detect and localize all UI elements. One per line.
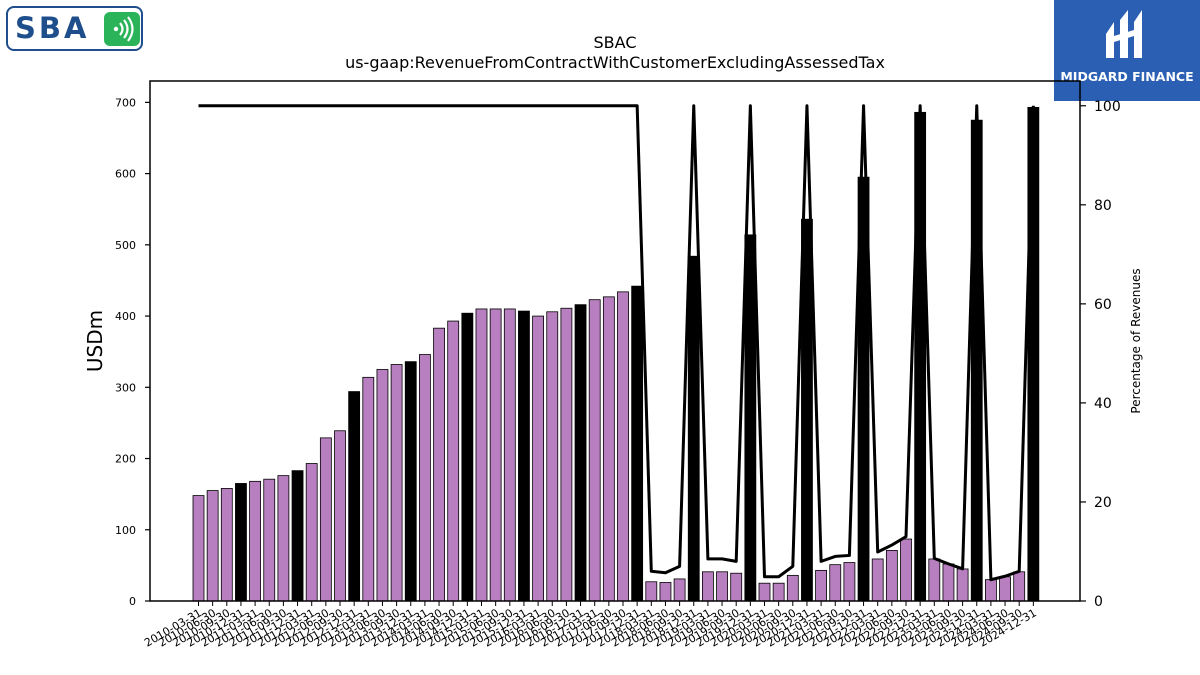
- y2-tick-label: 60: [1094, 297, 1112, 313]
- bar: [815, 569, 827, 602]
- y2-tick-label: 40: [1094, 396, 1112, 412]
- bar: [334, 430, 346, 602]
- bar: [447, 320, 460, 602]
- bar: [348, 391, 361, 602]
- y-tick-label: 400: [115, 310, 136, 323]
- y-tick-label: 500: [115, 239, 136, 252]
- bar: [249, 480, 262, 602]
- y-tick-label: 300: [115, 381, 136, 394]
- bar: [319, 437, 332, 602]
- bar: [546, 311, 559, 602]
- y-tick-label: 200: [115, 453, 136, 466]
- bar: [829, 564, 842, 602]
- bar: [730, 572, 743, 602]
- bar: [645, 581, 658, 602]
- bar: [617, 291, 629, 602]
- x-axis: 2010-03-312010-06-302010-09-302010-12-31…: [142, 601, 1039, 650]
- bar: [659, 582, 672, 602]
- bar: [220, 488, 233, 602]
- plot-frame: [149, 80, 1081, 602]
- bar: [772, 582, 785, 602]
- bar: [518, 310, 530, 602]
- bar: [390, 364, 403, 602]
- bar: [786, 574, 799, 602]
- bar: [673, 578, 686, 602]
- bar: [362, 376, 375, 602]
- bar: [716, 571, 728, 602]
- bar: [532, 315, 544, 602]
- bar: [758, 582, 771, 602]
- bar: [687, 255, 700, 602]
- bar: [744, 234, 757, 602]
- bar: [235, 483, 247, 602]
- bar: [263, 478, 276, 602]
- signal-icon: [104, 12, 140, 46]
- bar: [702, 571, 714, 602]
- percentage-line: [198, 104, 1035, 582]
- bar: [942, 563, 955, 602]
- bar: [404, 361, 417, 602]
- y-axis: 0 100 200 300 400 500 600 700: [115, 96, 150, 608]
- bar: [999, 576, 1011, 602]
- y2-tick-label: 80: [1094, 198, 1112, 214]
- bar: [843, 562, 856, 602]
- bar: [1027, 106, 1040, 602]
- y-tick-label: 0: [129, 595, 136, 608]
- line-group: [198, 104, 1035, 582]
- bar: [418, 354, 431, 602]
- bar: [291, 470, 304, 602]
- bar: [588, 299, 601, 602]
- y2-axis: 0 20 40 60 80 100: [1080, 99, 1121, 610]
- bar: [461, 312, 474, 602]
- bar: [885, 550, 898, 602]
- bar: [956, 568, 969, 602]
- bar: [560, 307, 573, 602]
- y-axis-label: USDm: [83, 310, 107, 372]
- bar: [206, 490, 219, 602]
- y2-tick-label: 20: [1094, 495, 1112, 511]
- midgard-emblem-icon: [1106, 10, 1142, 58]
- bar: [985, 579, 997, 602]
- y2-axis-label: Percentage of Revenues: [1129, 268, 1143, 413]
- bar: [1013, 571, 1026, 602]
- sba-logo: SBA: [6, 6, 146, 52]
- bar: [900, 538, 912, 602]
- bar: [928, 558, 941, 602]
- midgard-logo-text: MIDGARD FINANCE: [1060, 69, 1194, 84]
- bar: [602, 296, 615, 602]
- y-tick-label: 100: [115, 524, 136, 537]
- chart-subtitle: us-gaap:RevenueFromContractWithCustomerE…: [345, 53, 885, 72]
- bar: [376, 369, 389, 602]
- bar: [277, 475, 290, 602]
- bar: [503, 308, 516, 602]
- bar: [433, 327, 445, 602]
- y2-tick-label: 0: [1094, 594, 1103, 610]
- y-tick-label: 600: [115, 168, 136, 181]
- bar: [475, 308, 488, 602]
- bar: [574, 304, 587, 602]
- bar-group: [192, 106, 1040, 602]
- bar: [489, 308, 502, 602]
- bar: [305, 463, 318, 602]
- bar: [192, 495, 205, 602]
- chart-title: SBAC: [594, 33, 637, 52]
- midgard-finance-logo: MIDGARD FINANCE: [1054, 0, 1200, 101]
- bar: [631, 285, 644, 602]
- y2-tick-label: 100: [1094, 99, 1121, 115]
- sba-logo-text: SBA: [15, 11, 90, 45]
- y-tick-label: 700: [115, 96, 136, 109]
- bar: [871, 558, 884, 602]
